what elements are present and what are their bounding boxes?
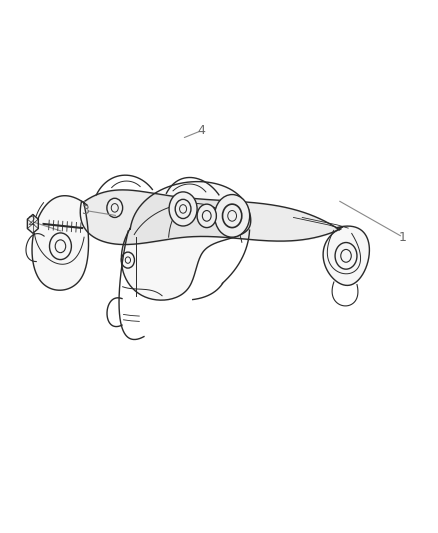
Circle shape [197, 204, 216, 228]
Polygon shape [32, 196, 88, 290]
Polygon shape [323, 226, 369, 285]
Circle shape [215, 195, 250, 237]
Text: 1: 1 [399, 231, 407, 244]
Text: 4: 4 [198, 124, 205, 137]
Circle shape [107, 198, 123, 217]
Text: 3: 3 [81, 204, 89, 217]
Text: 2: 2 [27, 215, 35, 228]
Circle shape [169, 192, 197, 226]
Polygon shape [121, 182, 251, 300]
Polygon shape [28, 214, 38, 233]
